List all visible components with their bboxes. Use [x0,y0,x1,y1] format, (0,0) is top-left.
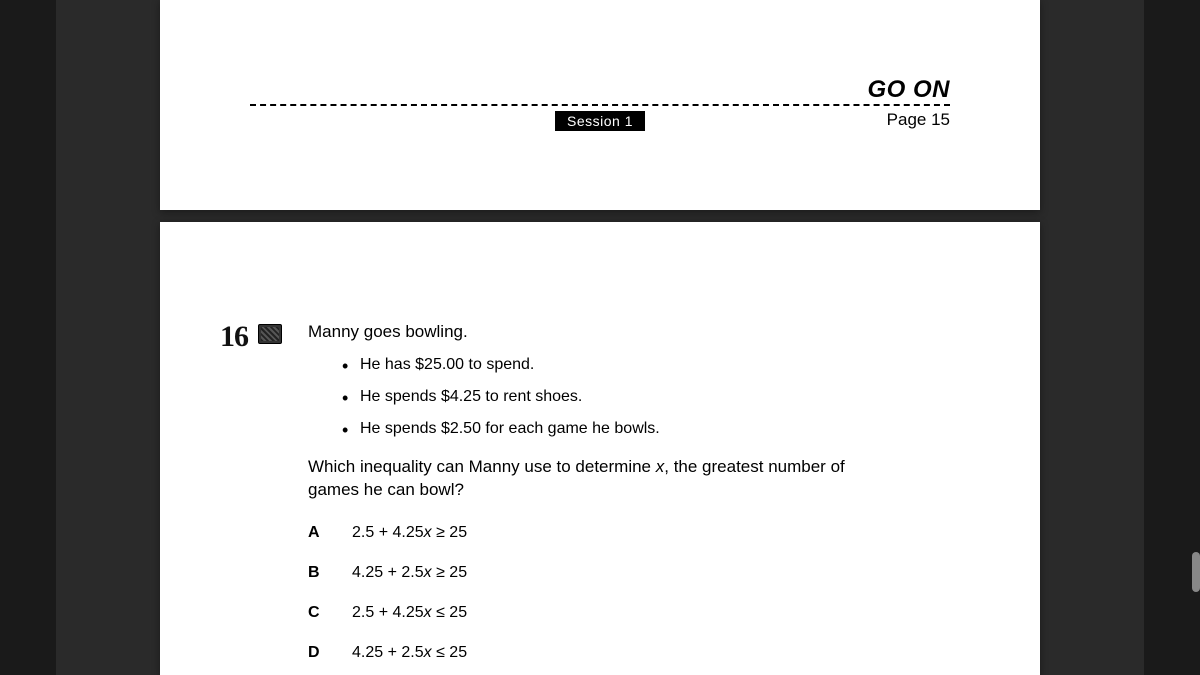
choice-label: A [308,524,326,542]
bullet-item: He spends $2.50 for each game he bowls. [342,420,960,438]
page-prev: GO ON Session 1 Page 15 [160,0,1040,210]
prompt-variable: x [656,457,665,476]
choice-d[interactable]: D 4.25 + 2.5x ≤ 25 [308,644,960,662]
choice-expression: 2.5 + 4.25x ≥ 25 [352,524,467,542]
go-on-label: GO ON [867,76,950,104]
choice-label: C [308,604,326,622]
choice-b[interactable]: B 4.25 + 2.5x ≥ 25 [308,564,960,582]
choice-c[interactable]: C 2.5 + 4.25x ≤ 25 [308,604,960,622]
prompt-text: Which inequality can Manny use to determ… [308,457,656,476]
answer-bubble-box [258,324,282,344]
question-stem: Manny goes bowling. [308,322,960,342]
viewer-left-gutter [0,0,56,675]
bullet-item: He spends $4.25 to rent shoes. [342,388,960,406]
question-number-handwritten: 16 [220,320,248,354]
answer-choices: A 2.5 + 4.25x ≥ 25 B 4.25 + 2.5x ≥ 25 C … [308,524,960,662]
choice-expression: 2.5 + 4.25x ≤ 25 [352,604,467,622]
bullet-item: He has $25.00 to spend. [342,356,960,374]
page-current: 16 Manny goes bowling. He has $25.00 to … [160,222,1040,675]
footer-divider [250,104,950,106]
choice-label: D [308,644,326,662]
page-number: Page 15 [887,110,950,130]
choice-a[interactable]: A 2.5 + 4.25x ≥ 25 [308,524,960,542]
choice-expression: 4.25 + 2.5x ≥ 25 [352,564,467,582]
question-bullets: He has $25.00 to spend. He spends $4.25 … [342,356,960,438]
choice-expression: 4.25 + 2.5x ≤ 25 [352,644,467,662]
scrollbar-thumb[interactable] [1192,552,1200,592]
choice-label: B [308,564,326,582]
question-block: 16 Manny goes bowling. He has $25.00 to … [220,322,960,675]
question-prompt: Which inequality can Manny use to determ… [308,456,868,502]
session-tag: Session 1 [555,111,645,131]
question-body: Manny goes bowling. He has $25.00 to spe… [308,322,960,662]
